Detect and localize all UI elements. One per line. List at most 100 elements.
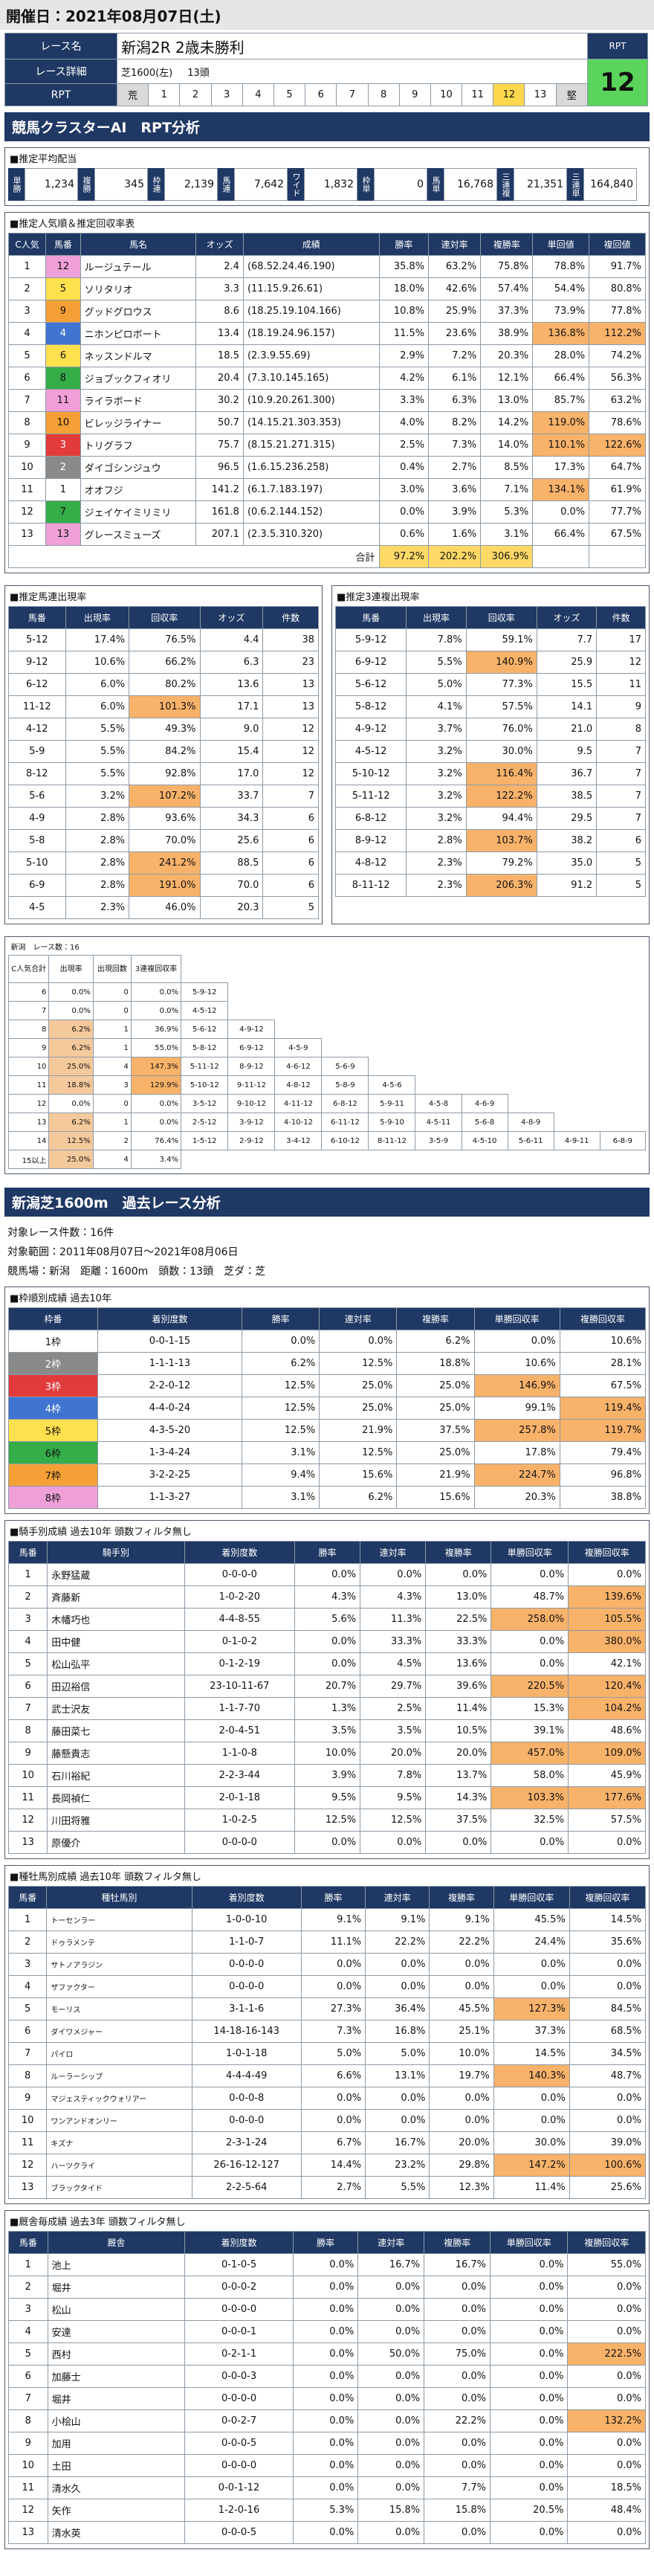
cell: 0.0% xyxy=(569,1953,647,1976)
cell: 13.6% xyxy=(425,1652,492,1675)
cell: 207.1 xyxy=(195,523,244,546)
cell: 2.8% xyxy=(65,807,130,830)
cell: 0.0% xyxy=(490,2409,569,2432)
cell: 27.3% xyxy=(300,1997,366,2020)
combo: 4-9-11 xyxy=(553,1131,600,1150)
cell: 4-4-4-49 xyxy=(191,2064,302,2087)
cell: 11 xyxy=(7,2131,48,2154)
cell: 1枠 xyxy=(8,1330,98,1353)
cell: 15.8% xyxy=(424,2499,491,2522)
cell: 8 xyxy=(8,2409,48,2432)
cell: 6-12 xyxy=(8,673,66,696)
combo: 6-9-12 xyxy=(227,1038,276,1057)
cell: 0.0% xyxy=(300,2109,366,2132)
cell: 2.8% xyxy=(65,851,130,875)
rpt-scale: 堅 xyxy=(555,83,589,106)
table-row: 6 田辺裕信 23-10-11-67 20.7% 29.7% 39.6% 220.5% 120… xyxy=(7,1675,646,1698)
cell: 127.3% xyxy=(493,1997,570,2020)
cell: 13 xyxy=(7,1831,48,1854)
cell: 0.0% xyxy=(425,1831,492,1854)
column-header: C人気 xyxy=(7,233,47,256)
cell: 0.0% xyxy=(424,2521,491,2544)
cell: 33.3% xyxy=(425,1630,492,1653)
cell: 141.2 xyxy=(195,478,244,501)
rpt-scale: 10 xyxy=(430,83,463,106)
race-detail: 芝1600(左) 13頭 xyxy=(117,59,588,84)
table-row: 6 加藤士 0-0-0-3 0.0% 0.0% 0.0% 0.0% 0.0% xyxy=(8,2365,646,2388)
cell: 5 xyxy=(596,851,646,875)
cell: 2-2-3-44 xyxy=(184,1764,296,1787)
cell: 0.0% xyxy=(429,2087,494,2110)
cell: 12.5% xyxy=(242,1374,320,1397)
cell: 14-18-16-143 xyxy=(191,2020,302,2043)
cell: 2 xyxy=(7,1931,48,1954)
table-row: 9 3 トリグラフ 75.7 (8.15.21.271.315) 2.5% 7.3% 14.0… xyxy=(7,434,646,457)
cell: 0.0% xyxy=(567,2298,646,2321)
column-header: 連対率 xyxy=(357,2231,425,2254)
cell: 13.7% xyxy=(425,1764,492,1787)
label: レース名 xyxy=(4,33,117,59)
cell: 25.0% xyxy=(319,1397,398,1420)
cell: 0-2-1-1 xyxy=(184,2342,294,2366)
cell: 13 xyxy=(7,2176,48,2199)
cell: 2-0-1-18 xyxy=(184,1786,296,1809)
cell: 14.4% xyxy=(300,2154,366,2177)
column-header: 勝率 xyxy=(292,2231,359,2254)
cell: パイロ xyxy=(46,2042,192,2065)
cell: 0-1-0-2 xyxy=(184,1630,296,1653)
column-header: 複勝率 xyxy=(429,1886,494,1909)
payout-label: 複勝 xyxy=(78,168,94,201)
cell: 5.5% xyxy=(406,651,467,674)
combo: 3-9-12 xyxy=(227,1112,276,1132)
cell: 103.3% xyxy=(490,1786,569,1809)
payout-value: 21,351 xyxy=(514,168,567,201)
column-header: 出現率 xyxy=(48,955,94,983)
cell: 22.2% xyxy=(365,1931,430,1954)
cell: 38.5 xyxy=(536,785,598,808)
table-row: 4-5-12 3.2% 30.0% 9.5 7 xyxy=(334,740,646,763)
payout-label: 枠単 xyxy=(357,168,374,201)
cell: 13 xyxy=(45,523,81,546)
cell: 6 xyxy=(262,829,319,852)
cell: 17 xyxy=(596,628,646,651)
cell: 0 xyxy=(92,982,132,1002)
combo: 5-6-12 xyxy=(180,1020,229,1039)
cell: 8 xyxy=(7,2064,48,2087)
cell: 0.0% xyxy=(490,1831,569,1854)
table-row: 3 松山 0-0-0-0 0.0% 0.0% 0.0% 0.0% 0.0% xyxy=(8,2298,646,2321)
cell: 1 xyxy=(45,478,81,501)
cell: 4.0% xyxy=(378,411,430,434)
cell: 12 xyxy=(8,2499,48,2522)
cell: 6.2% xyxy=(396,1330,475,1353)
cell: (18.19.24.96.157) xyxy=(242,322,380,345)
rpt-scale: 3 xyxy=(210,83,243,106)
column-header: オッズ xyxy=(195,233,244,256)
table-row: 5-8-12 4.1% 57.5% 14.1 9 xyxy=(334,695,646,718)
cell: 木幡巧也 xyxy=(47,1608,185,1631)
cell: 68.5% xyxy=(569,2020,647,2043)
cell: 3.3 xyxy=(195,277,244,300)
cell: 0-1-0-5 xyxy=(184,2253,294,2276)
cell: 0-0-0-2 xyxy=(184,2276,294,2299)
table-row: 1枠 0-0-1-15 0.0% 0.0% 6.2% 0.0% 10.6% xyxy=(8,1330,647,1353)
combo: 5-6-8 xyxy=(461,1112,508,1132)
table-row: 5-9-12 7.8% 59.1% 7.7 17 xyxy=(334,628,646,651)
table-row: 13 原優介 0-0-0-0 0.0% 0.0% 0.0% 0.0% 0.0% xyxy=(7,1831,646,1854)
cell: 7 xyxy=(596,785,646,808)
matrix-row: 10 25.0% 4 147.3% 5-11-12 8-9-12 4-6-12 5-6-9 xyxy=(7,1057,646,1076)
cell: グレースミューズ xyxy=(80,523,197,546)
cell: 37.3% xyxy=(493,2020,570,2043)
cell: 12 xyxy=(7,1809,48,1832)
cell: 76.4% xyxy=(130,1131,181,1150)
cell: 0.0% xyxy=(300,1953,366,1976)
column-header: 単勝回収率 xyxy=(473,1307,560,1330)
column-header: 連対率 xyxy=(319,1307,398,1330)
cell: 5.0% xyxy=(365,2042,430,2065)
spacer xyxy=(321,955,369,983)
cell: 4.3% xyxy=(360,1585,427,1609)
rpt-scale: 8 xyxy=(367,83,400,106)
cell: 29.8% xyxy=(429,2154,494,2177)
cell: 26-16-12-127 xyxy=(191,2154,302,2177)
cell: 4-4-8-55 xyxy=(184,1608,296,1631)
cell: 15以上 xyxy=(7,1150,50,1169)
